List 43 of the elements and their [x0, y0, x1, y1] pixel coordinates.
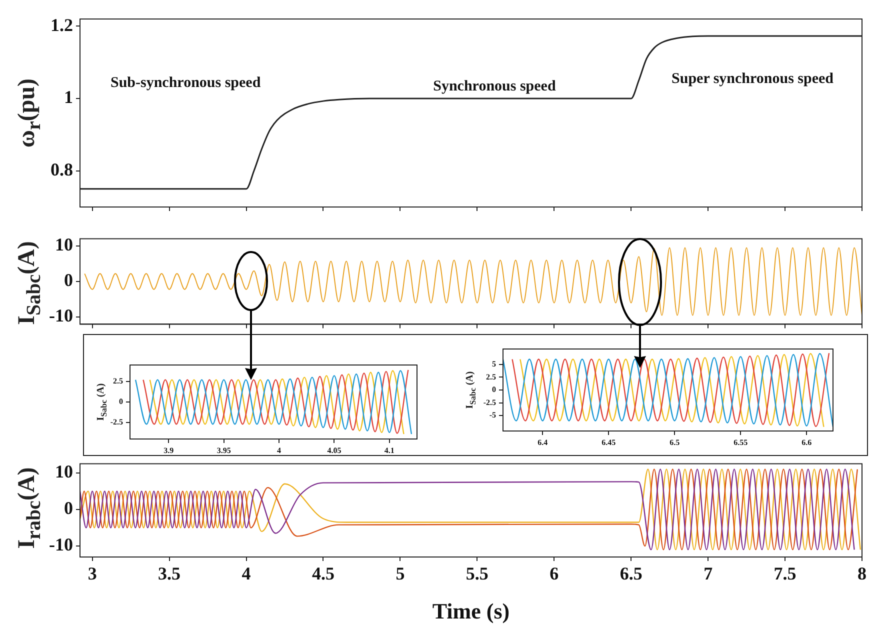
x-tick-label: 6.55: [734, 438, 748, 447]
annotation: Sub-synchronous speed: [110, 74, 262, 91]
x-tick-label: 4.05: [327, 446, 342, 455]
y-tick-label: 1: [64, 87, 73, 108]
line-series: [84, 247, 862, 316]
y-tick-label: 5: [492, 359, 496, 368]
x-tick-label: 7.5: [774, 563, 796, 584]
y-tick-label: -2.5: [483, 398, 496, 407]
x-tick-label: 6.4: [538, 438, 548, 447]
x-tick-label: 3.95: [216, 446, 231, 455]
y-tick-label: -10: [49, 306, 73, 326]
y-tick-label: 10: [55, 462, 73, 482]
x-tick-label: 5: [396, 563, 405, 584]
x-tick-label: 4.1: [384, 446, 394, 455]
x-tick-label: 3.9: [164, 446, 174, 455]
y-tick-label: 1.2: [50, 14, 73, 35]
y-tick-label: 0: [64, 270, 73, 290]
y-tick-label: -2.5: [110, 418, 123, 427]
y-tick-label: 0: [492, 385, 496, 394]
y-tick-label: 0: [64, 498, 73, 518]
x-tick-label: 6.6: [802, 438, 812, 447]
x-tick-label: 4.5: [312, 563, 334, 584]
y-tick-label: 2.5: [486, 372, 496, 382]
y-tick-label: -5: [489, 410, 496, 420]
y-tick-label: 10: [55, 234, 73, 255]
x-tick-label: 3: [88, 563, 97, 584]
y-tick-label: -10: [49, 534, 73, 555]
y-tick-label: 2.5: [113, 376, 123, 386]
x-tick-label: 6.45: [602, 438, 616, 447]
x-tick-label: 4: [242, 563, 251, 584]
x-tick-label: 4: [277, 446, 282, 455]
x-tick-label: 6.5: [670, 438, 680, 447]
y-tick-label: 0: [119, 397, 123, 406]
x-tick-label: 6.5: [620, 563, 642, 584]
x-tick-label: 3.5: [158, 563, 181, 584]
annotation: Super synchronous speed: [672, 71, 834, 88]
x-tick-label: 7: [704, 563, 713, 584]
x-tick-label: 8: [858, 563, 866, 584]
x-tick-label: 5.5: [466, 563, 488, 584]
annotation: Synchronous speed: [433, 78, 556, 95]
y-tick-label: 0.8: [50, 160, 73, 180]
x-axis-title: Time (s): [432, 598, 510, 624]
x-tick-label: 6: [550, 563, 559, 584]
